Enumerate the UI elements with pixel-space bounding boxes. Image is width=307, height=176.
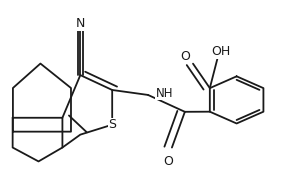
Text: OH: OH	[211, 45, 230, 58]
Text: O: O	[181, 50, 190, 63]
Text: S: S	[108, 118, 116, 131]
Text: NH: NH	[156, 87, 173, 100]
Text: N: N	[76, 17, 85, 30]
Text: O: O	[163, 155, 173, 168]
